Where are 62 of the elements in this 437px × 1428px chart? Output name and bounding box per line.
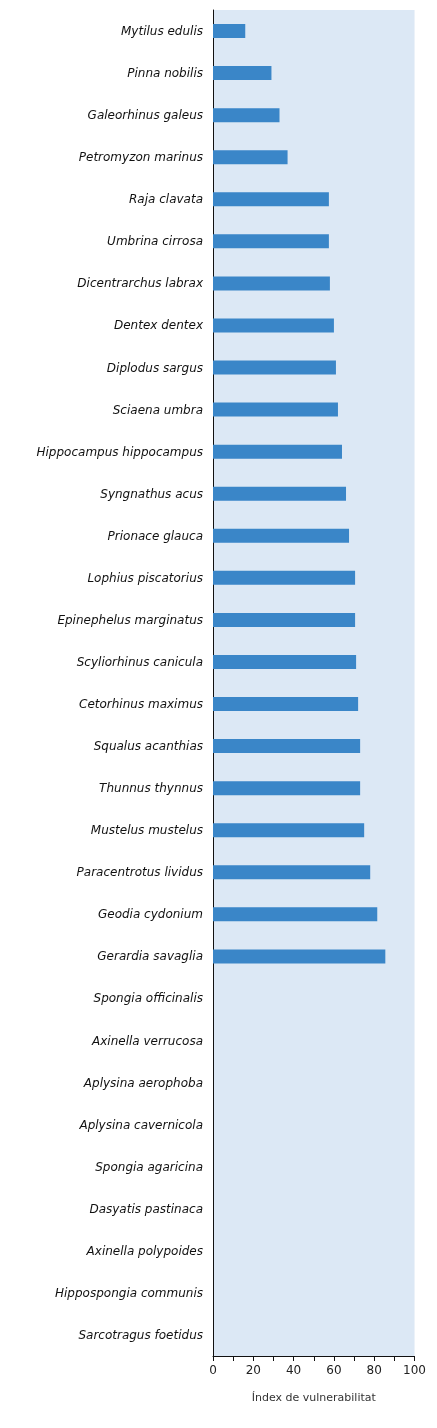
y-tick-label: Hippocampus hippocampus xyxy=(36,444,203,459)
bar xyxy=(213,150,288,165)
y-tick-label: Mytilus edulis xyxy=(120,24,203,39)
bar xyxy=(213,781,361,796)
bar xyxy=(213,360,336,375)
y-tick-label: Raja clavata xyxy=(129,192,203,207)
bar xyxy=(213,739,361,754)
bar xyxy=(213,234,329,249)
y-tick-label: Axinella polypoides xyxy=(85,1243,203,1258)
y-tick-label: Paracentrotus lividus xyxy=(76,865,203,880)
x-tick-label: 20 xyxy=(245,1363,261,1377)
y-tick-label: Aplysina cavernicola xyxy=(78,1117,203,1132)
bar xyxy=(213,697,359,712)
x-axis-title: Índex de vulnerabilitat xyxy=(251,1391,377,1404)
x-tick-label: 60 xyxy=(326,1363,342,1377)
bar xyxy=(213,865,371,880)
bar xyxy=(213,654,357,669)
bar xyxy=(213,192,329,207)
bar xyxy=(213,949,386,964)
bar xyxy=(213,108,280,123)
x-tick-label: 80 xyxy=(366,1363,382,1377)
y-tick-label: Aplysina aerophoba xyxy=(82,1075,203,1090)
bar xyxy=(213,570,356,585)
y-tick-label: Galeorhinus galeus xyxy=(87,108,203,123)
y-tick-label: Squalus acanthias xyxy=(93,739,203,754)
y-tick-label: Spongia agaricina xyxy=(95,1159,203,1174)
x-tick-label: 100 xyxy=(403,1363,426,1377)
y-tick-label: Mustelus mustelus xyxy=(90,823,203,838)
y-tick-label: Spongia officinalis xyxy=(93,991,203,1006)
y-tick-label: Hippospongia communis xyxy=(55,1285,203,1300)
x-tick-label: 40 xyxy=(285,1363,302,1377)
y-tick-label: Epinephelus marginatus xyxy=(57,612,203,627)
y-tick-label: Sarcotragus foetidus xyxy=(78,1327,203,1342)
y-tick-label: Cetorhinus maximus xyxy=(79,697,203,712)
bar xyxy=(213,276,330,291)
y-tick-label: Sciaena umbra xyxy=(112,402,203,417)
y-tick-label: Umbrina cirrosa xyxy=(107,234,203,249)
y-tick-label: Dentex dentex xyxy=(113,318,204,333)
y-tick-label: Dasyatis pastinaca xyxy=(89,1201,203,1216)
y-tick-label: Scyliorhinus canicula xyxy=(76,654,203,669)
y-tick-label: Prionace glauca xyxy=(107,528,203,543)
bar xyxy=(213,24,246,39)
bar xyxy=(213,444,342,459)
y-tick-label: Lophius piscatorius xyxy=(87,570,203,585)
bar xyxy=(213,612,356,627)
y-tick-label: Geodia cydonium xyxy=(97,907,203,922)
y-tick-label: Syngnathus acus xyxy=(100,486,203,501)
x-tick-label: 0 xyxy=(209,1363,217,1377)
bar xyxy=(213,402,338,417)
y-tick-label: Pinna nobilis xyxy=(127,66,203,81)
y-tick-label: Thunnus thynnus xyxy=(99,781,203,796)
y-tick-label: Axinella verrucosa xyxy=(91,1033,203,1048)
y-tick-label: Diplodus sargus xyxy=(106,360,203,375)
bar xyxy=(213,486,347,501)
y-tick-label: Gerardia savaglia xyxy=(97,949,203,964)
y-tick-label: Petromyzon marinus xyxy=(78,150,203,165)
y-tick-label: Dicentrarchus labrax xyxy=(77,276,204,291)
bar xyxy=(213,823,365,838)
bar xyxy=(213,907,378,922)
bar xyxy=(213,528,350,543)
bar xyxy=(213,318,334,333)
bar xyxy=(213,66,272,81)
